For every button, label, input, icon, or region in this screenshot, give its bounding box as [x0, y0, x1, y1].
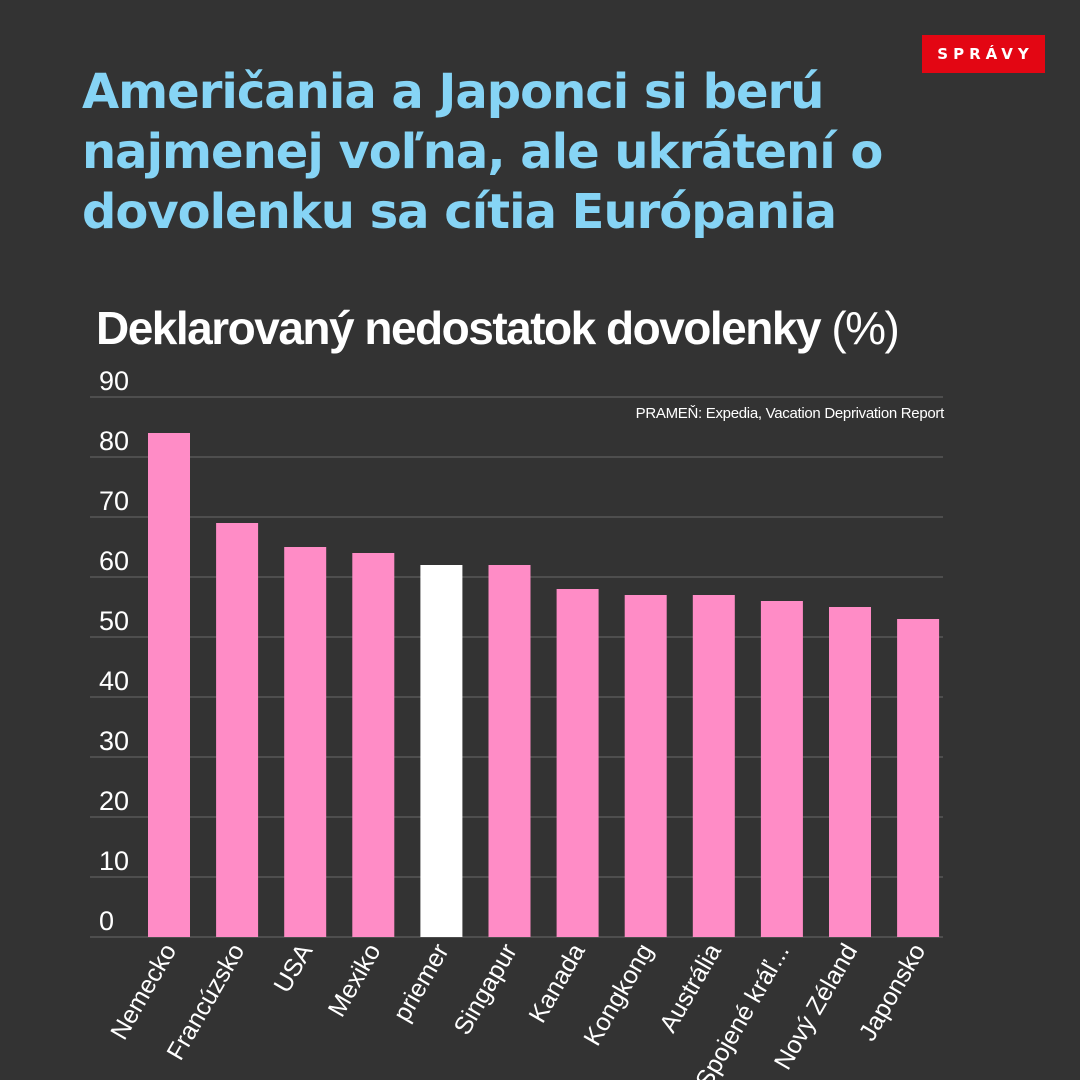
bar-4 — [420, 565, 463, 937]
y-tick-label: 70 — [99, 486, 129, 516]
y-tick-label: 10 — [99, 846, 129, 876]
bar-5 — [488, 565, 531, 937]
bar-3 — [352, 553, 395, 937]
x-tick-label: Kanada — [523, 939, 590, 1028]
chart-source: PRAMEŇ: Expedia, Vacation Deprivation Re… — [635, 405, 945, 422]
x-tick-label: Singapur — [448, 939, 522, 1040]
y-tick-label: 20 — [99, 786, 129, 816]
bar-0 — [148, 433, 190, 937]
bar-8 — [692, 595, 735, 937]
bar-7 — [624, 595, 667, 937]
y-tick-label: 40 — [99, 666, 129, 696]
bar-11 — [897, 619, 940, 937]
y-tick-label: 60 — [99, 546, 129, 576]
bar-1 — [216, 523, 259, 937]
x-tick-label: USA — [268, 939, 318, 998]
y-tick-label: 30 — [99, 726, 129, 756]
y-tick-label: 0 — [99, 906, 114, 936]
spravy-badge: SPRÁVY — [922, 35, 1045, 73]
x-tick-label: Japonsko — [854, 939, 932, 1046]
y-tick-label: 50 — [99, 606, 129, 636]
y-tick-label: 90 — [99, 366, 129, 396]
x-tick-label: Mexiko — [323, 939, 387, 1022]
bar-9 — [760, 601, 803, 937]
x-tick-label: Nemecko — [105, 939, 182, 1044]
chart-title: Deklarovaný nedostatok dovolenky (%) — [96, 298, 900, 358]
chart-title-main: Deklarovaný nedostatok dovolenky — [96, 302, 822, 354]
chart-title-unit: (%) — [831, 302, 900, 354]
headline: Američania a Japonci si berú najmenej vo… — [82, 64, 883, 240]
y-tick-label: 80 — [99, 426, 129, 456]
bar-6 — [556, 589, 599, 937]
bar-10 — [829, 607, 871, 937]
x-tick-label: priemer — [388, 939, 455, 1026]
bar-2 — [284, 547, 327, 937]
x-tick-label: Kongkong — [578, 939, 659, 1051]
x-tick-label: Austrália — [654, 939, 727, 1037]
